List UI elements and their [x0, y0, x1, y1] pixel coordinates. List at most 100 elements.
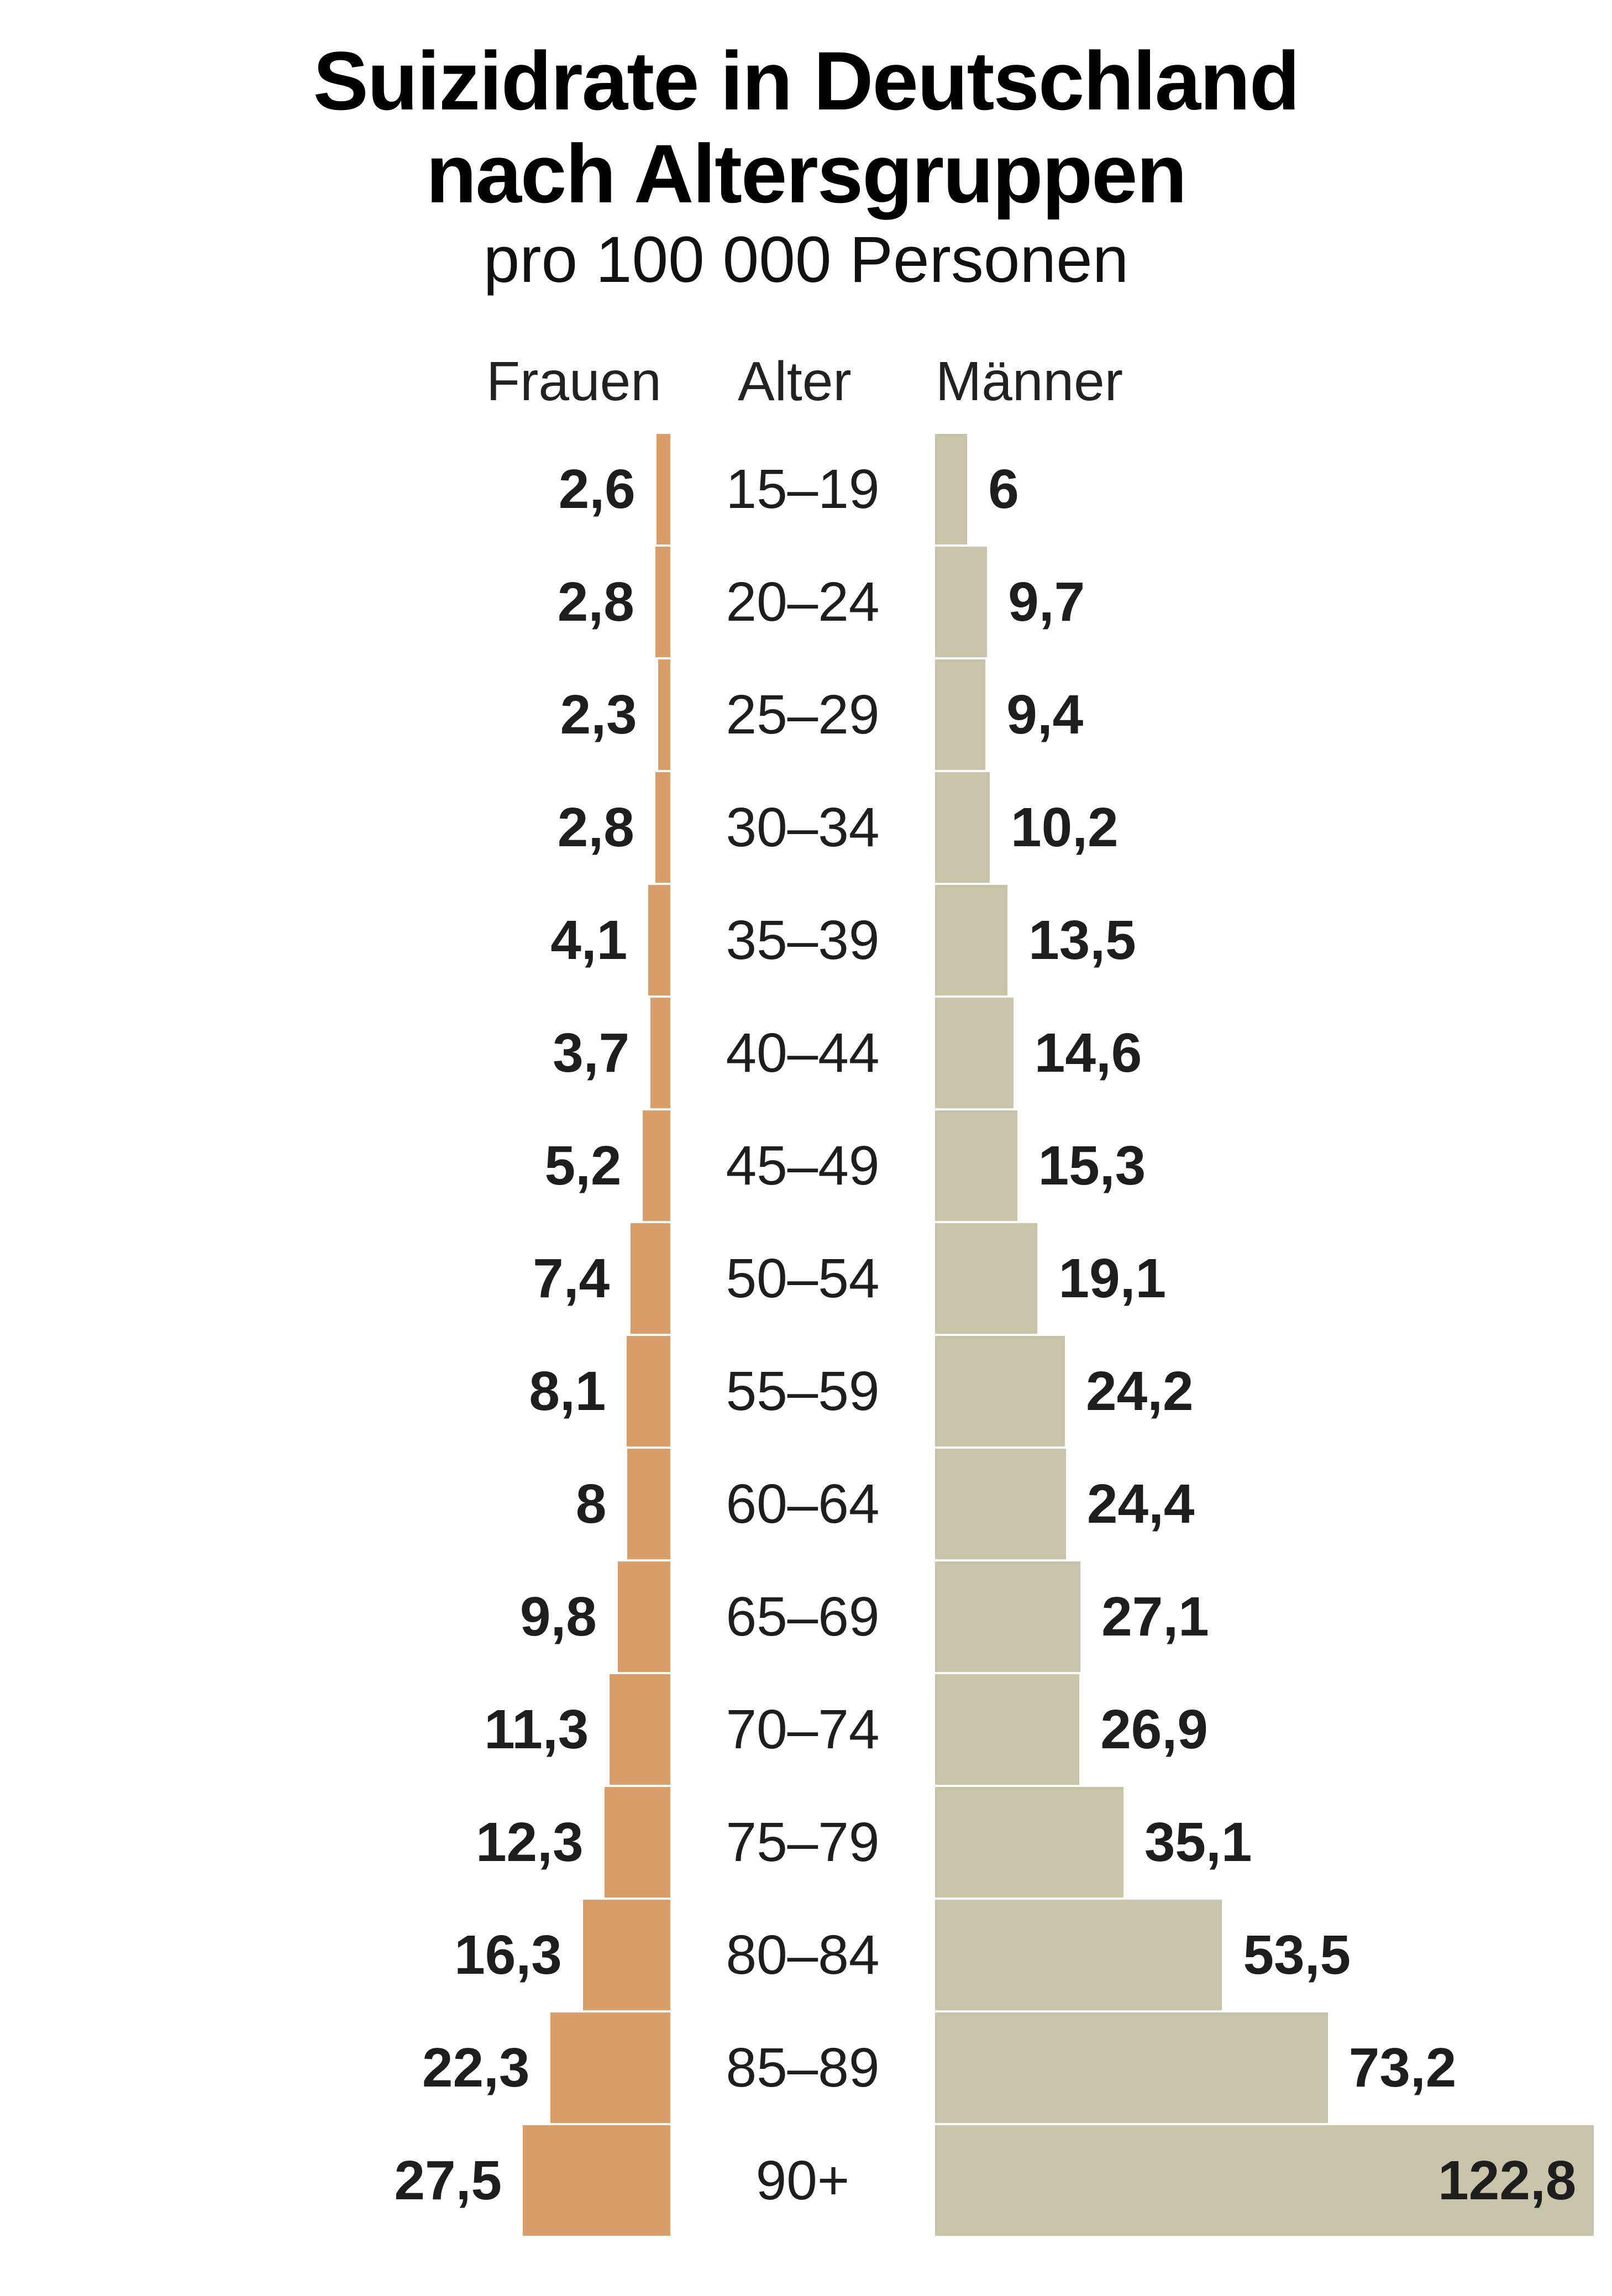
pyramid-row: 11,3 70–74 26,9 — [0, 1674, 1612, 1787]
bar-men — [935, 772, 990, 883]
chart-title-line-2: nach Altersgruppen — [426, 127, 1187, 220]
bar-women — [656, 434, 670, 544]
bar-men — [935, 998, 1014, 1108]
value-label-women: 12,3 — [475, 1811, 584, 1873]
bar-men — [935, 1561, 1081, 1672]
value-label-women: 3,7 — [553, 1022, 630, 1084]
column-header-men: Männer — [936, 350, 1123, 412]
age-group-label: 30–34 — [726, 796, 880, 858]
pyramid-row: 8,1 55–59 24,2 — [0, 1336, 1612, 1449]
value-label-men: 24,2 — [1085, 1360, 1194, 1422]
age-group-label: 90+ — [755, 2150, 850, 2211]
bar-women — [631, 1223, 670, 1334]
value-label-men: 73,2 — [1348, 2037, 1457, 2099]
bar-women — [550, 2012, 670, 2123]
value-label-men: 53,5 — [1243, 1924, 1351, 1986]
age-group-label: 20–24 — [726, 571, 880, 633]
bar-women — [650, 998, 670, 1108]
value-label-men: 24,4 — [1086, 1473, 1195, 1535]
pyramid-row: 12,3 75–79 35,1 — [0, 1787, 1612, 1900]
pyramid-row: 9,8 65–69 27,1 — [0, 1561, 1612, 1674]
bar-men — [935, 885, 1008, 995]
age-group-label: 75–79 — [726, 1811, 880, 1873]
age-group-label: 25–29 — [726, 684, 880, 746]
bar-men — [935, 2012, 1328, 2123]
age-group-label: 60–64 — [726, 1473, 880, 1535]
value-label-men: 26,9 — [1100, 1699, 1208, 1760]
pyramid-row: 2,8 30–34 10,2 — [0, 772, 1612, 885]
bar-women — [658, 659, 670, 770]
age-group-label: 35–39 — [726, 909, 880, 971]
value-label-women: 22,3 — [422, 2037, 530, 2099]
bar-women — [582, 1900, 670, 2010]
age-group-label: 45–49 — [726, 1135, 880, 1197]
bar-men — [935, 2125, 1594, 2236]
bar-men — [935, 1223, 1038, 1334]
bar-women — [522, 2125, 670, 2236]
value-label-women: 8,1 — [529, 1360, 606, 1422]
age-group-label: 85–89 — [726, 2037, 880, 2099]
bar-women — [617, 1561, 670, 1672]
value-label-women: 2,3 — [560, 684, 637, 746]
value-label-men: 10,2 — [1011, 796, 1119, 858]
column-header-age: Alter — [738, 350, 852, 412]
age-group-label: 40–44 — [726, 1022, 880, 1084]
value-label-women: 7,4 — [533, 1247, 610, 1309]
value-label-men: 14,6 — [1034, 1022, 1142, 1084]
chart-subtitle: pro 100 000 Personen — [483, 223, 1129, 296]
age-group-label: 70–74 — [726, 1699, 880, 1760]
value-label-men: 9,7 — [1008, 571, 1085, 633]
age-group-label: 80–84 — [726, 1924, 880, 1986]
pyramid-row: 2,6 15–19 6 — [0, 434, 1612, 547]
pyramid-row: 8 60–64 24,4 — [0, 1449, 1612, 1561]
column-header-women: Frauen — [486, 350, 661, 412]
bar-women — [655, 547, 670, 657]
pyramid-row: 5,2 45–49 15,3 — [0, 1110, 1612, 1223]
pyramid-row: 16,3 80–84 53,5 — [0, 1900, 1612, 2012]
value-label-men: 35,1 — [1144, 1811, 1252, 1873]
bar-women — [627, 1449, 670, 1559]
value-label-women: 2,6 — [558, 458, 636, 520]
bar-men — [935, 1110, 1017, 1221]
bar-women — [604, 1787, 670, 1897]
pyramid-row: 2,8 20–24 9,7 — [0, 547, 1612, 659]
bar-men — [935, 434, 968, 544]
pyramid-row: 3,7 40–44 14,6 — [0, 998, 1612, 1110]
value-label-women: 11,3 — [484, 1699, 589, 1760]
bar-women — [642, 1110, 670, 1221]
value-label-men: 122,8 — [1438, 2150, 1577, 2211]
bar-men — [935, 1336, 1065, 1446]
bar-women — [627, 1336, 670, 1446]
value-label-men: 27,1 — [1101, 1586, 1209, 1648]
value-label-men: 15,3 — [1038, 1135, 1146, 1197]
pyramid-row: 22,3 85–89 73,2 — [0, 2012, 1612, 2125]
value-label-women: 27,5 — [394, 2150, 502, 2211]
bar-women — [648, 885, 670, 995]
value-label-women: 9,8 — [519, 1586, 597, 1648]
bar-women — [655, 772, 670, 883]
value-label-women: 16,3 — [454, 1924, 562, 1986]
value-label-women: 5,2 — [544, 1135, 622, 1197]
age-group-label: 55–59 — [726, 1360, 880, 1422]
bar-men — [935, 659, 986, 770]
bar-men — [935, 1674, 1080, 1785]
value-label-men: 9,4 — [1006, 684, 1084, 746]
bar-men — [935, 1787, 1123, 1897]
chart-title-line-1: Suizidrate in Deutschland — [313, 34, 1300, 127]
pyramid-row: 2,3 25–29 9,4 — [0, 659, 1612, 772]
value-label-women: 8 — [575, 1473, 607, 1535]
value-label-women: 2,8 — [557, 796, 634, 858]
age-group-label: 65–69 — [726, 1586, 880, 1648]
value-label-men: 13,5 — [1028, 909, 1136, 971]
value-label-women: 4,1 — [550, 909, 628, 971]
age-group-label: 50–54 — [726, 1247, 880, 1309]
bar-men — [935, 547, 988, 657]
value-label-men: 6 — [988, 458, 1019, 520]
bar-men — [935, 1900, 1222, 2010]
value-label-men: 19,1 — [1058, 1247, 1167, 1309]
pyramid-row: 4,1 35–39 13,5 — [0, 885, 1612, 998]
bar-men — [935, 1449, 1066, 1559]
age-group-label: 15–19 — [726, 458, 880, 520]
value-label-women: 2,8 — [557, 571, 634, 633]
pyramid-row: 27,5 90+ 122,8 — [0, 2125, 1612, 2238]
